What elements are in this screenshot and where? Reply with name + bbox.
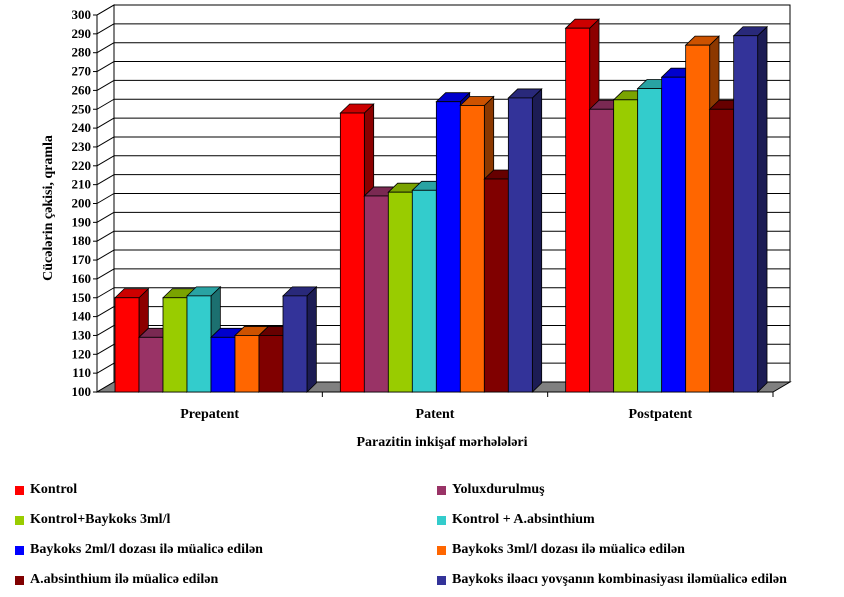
bar (282, 285, 318, 393)
y-tick-label: 140 (72, 309, 92, 324)
legend-item: Baykoks 3ml/l dozası ilə müalicə edilən (437, 541, 685, 559)
y-tick-label: 260 (72, 82, 92, 97)
y-tick-label: 230 (72, 139, 92, 154)
y-tick-label: 120 (72, 346, 92, 361)
bar (732, 25, 769, 393)
legend-item: Yoluxdurulmuş (437, 481, 545, 499)
legend-swatch (15, 575, 24, 585)
y-tick-label: 290 (72, 26, 92, 41)
legend-swatch (15, 515, 24, 525)
y-tick-label: 280 (72, 45, 92, 60)
x-tick-labels: Prepatent Patent Postpatent (180, 392, 774, 422)
y-tick-label: 160 (72, 271, 92, 286)
y-tick-labels: 100 110 120 130 140 150 160 170 180 190 200 210 220 2… (72, 7, 97, 399)
legend-label: Baykoks iləacı yovşanın kombinasiyası il… (452, 572, 787, 587)
legend-label: Kontrol + A.absinthium (452, 512, 595, 527)
y-tick-label: 110 (72, 365, 91, 380)
legend-item: Baykoks iləacı yovşanın kombinasiyası il… (437, 571, 787, 589)
y-tick-label: 240 (72, 120, 92, 135)
legend-item: Baykoks 2ml/l dozası ilə müalicə edilən (15, 541, 263, 559)
y-axis-label: Cücələrin çəkisi, qramla (41, 135, 56, 281)
legend-label: A.absinthium ilə müalicə edilən (30, 572, 219, 587)
bar (507, 87, 543, 393)
x-tick-label: Prepatent (180, 407, 239, 422)
legend-label: Kontrol+Baykoks 3ml/l (30, 512, 171, 527)
y-tick-label: 270 (72, 64, 92, 79)
y-tick-label: 210 (72, 177, 92, 192)
legend-swatch (15, 545, 24, 555)
y-tick-label: 170 (72, 252, 92, 267)
legend-label: Baykoks 3ml/l dozası ilə müalicə edilən (452, 542, 685, 557)
y-tick-label: 190 (72, 214, 92, 229)
y-tick-label: 300 (72, 7, 92, 22)
x-tick-label: Patent (416, 407, 455, 422)
legend-label: Baykoks 2ml/l dozası ilə müalicə edilən (30, 542, 263, 557)
y-tick-label: 250 (72, 101, 92, 116)
y-tick-label: 180 (72, 233, 92, 248)
legend-item: A.absinthium ilə müalicə edilən (15, 571, 218, 589)
y-tick-label: 200 (72, 196, 92, 211)
legend-swatch (437, 515, 446, 525)
bars (114, 18, 769, 393)
y-tick-label: 220 (72, 158, 92, 173)
y-tick-label: 100 (72, 384, 92, 399)
legend-item: Kontrol+Baykoks 3ml/l (15, 511, 170, 529)
legend-item: Kontrol + A.absinthium (437, 511, 595, 529)
legend-swatch (15, 485, 24, 495)
legend: Kontrol Yoluxdurulmuş Kontrol+Baykoks 3ml/… (0, 478, 844, 597)
legend-label: Kontrol (30, 482, 78, 497)
legend-swatch (437, 575, 446, 585)
legend-swatch (437, 545, 446, 555)
y-tick-label: 130 (72, 327, 92, 342)
legend-swatch (437, 485, 446, 495)
bar-chart: 100 110 120 130 140 150 160 170 180 190 200 210 220 2… (41, 4, 792, 450)
legend-label: Yoluxdurulmuş (452, 482, 545, 497)
legend-item: Kontrol (15, 481, 77, 499)
y-tick-label: 150 (72, 290, 92, 305)
x-axis-label: Parazitin inkişaf mərhələləri (356, 435, 527, 450)
x-tick-label: Postpatent (628, 407, 692, 422)
